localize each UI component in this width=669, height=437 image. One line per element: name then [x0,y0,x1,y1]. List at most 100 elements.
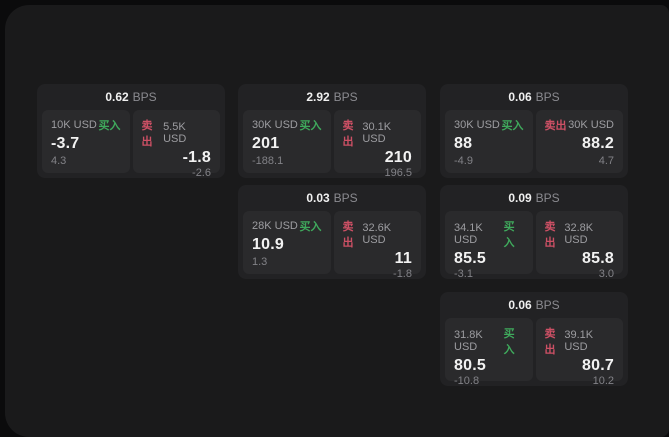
sell-label: 卖出 [342,120,354,148]
buy-cell-top: 10K USD 买入 [51,117,121,133]
quote-body: 30K USD 买入 88 -4.9 卖出 30K USD 88.2 4.7 [440,110,628,178]
buy-change: -10.8 [454,375,480,386]
sell-cell[interactable]: 卖出 32.8K USD 85.8 3.0 [535,211,623,279]
buy-amount: 10K USD [51,119,97,131]
buy-cell-top: 30K USD 买入 [454,117,524,133]
bps-header: 2.92 BPS [238,84,426,110]
bps-header: 0.06 BPS [440,292,628,318]
buy-price: -3.7 [51,135,80,152]
bps-header: 0.62 BPS [37,84,225,110]
bps-unit-label: BPS [535,298,560,312]
sell-change: -2.6 [192,167,211,178]
quote-body: 31.8K USD 买入 80.5 -10.8 卖出 39.1K USD 80.… [440,318,628,386]
sell-cell-top: 卖出 32.6K USD [343,218,413,250]
sell-change: 3.0 [598,268,614,279]
sell-label: 卖出 [342,221,354,249]
buy-cell[interactable]: 31.8K USD 买入 80.5 -10.8 [445,318,533,386]
quote-body: 30K USD 买入 201 -188.1 卖出 30.1K USD 210 1… [238,110,426,178]
sell-cell-top: 卖出 39.1K USD [545,325,615,357]
sell-change: 10.2 [592,375,614,386]
quote-card-5: 0.09 BPS 34.1K USD 买入 85.5 -3.1 卖出 32.8K… [440,185,628,279]
buy-label: 买入 [503,328,515,356]
sell-price: -1.8 [182,149,211,166]
quote-card-6: 0.06 BPS 31.8K USD 买入 80.5 -10.8 卖出 39.1… [440,292,628,386]
bps-unit-label: BPS [535,90,560,104]
quote-body: 10K USD 买入 -3.7 4.3 卖出 5.5K USD -1.8 -2.… [37,110,225,178]
bps-header: 0.09 BPS [440,185,628,211]
bps-value: 0.06 [508,298,532,312]
sell-cell-top: 卖出 32.8K USD [545,218,615,250]
buy-label: 买入 [98,120,121,132]
sell-cell[interactable]: 卖出 5.5K USD -1.8 -2.6 [132,110,220,178]
buy-label: 买入 [299,221,322,233]
buy-amount: 31.8K USD [454,329,483,353]
buy-cell-top: 28K USD 买入 [252,218,322,234]
sell-cell-top: 卖出 5.5K USD [142,117,212,149]
sell-price: 80.7 [582,357,614,374]
bps-unit-label: BPS [333,191,358,205]
bps-unit-label: BPS [333,90,358,104]
sell-cell-top: 卖出 30K USD [545,117,615,133]
buy-price: 10.9 [252,236,284,253]
buy-price: 85.5 [454,250,486,267]
buy-change: -3.1 [454,268,473,279]
sell-amount: 30.1K USD [362,121,392,145]
sell-label: 卖出 [544,120,567,132]
sell-label: 卖出 [544,221,556,249]
sell-price: 11 [394,250,412,267]
buy-price: 88 [454,135,473,152]
quote-card-3: 0.06 BPS 30K USD 买入 88 -4.9 卖出 30K USD 8… [440,84,628,178]
quote-body: 28K USD 买入 10.9 1.3 卖出 32.6K USD 11 -1.8 [238,211,426,279]
sell-price: 85.8 [582,250,614,267]
sell-change: -1.8 [393,268,412,279]
bps-value: 0.62 [105,90,129,104]
buy-amount: 28K USD [252,220,298,232]
bps-header: 0.03 BPS [238,185,426,211]
bps-value: 0.09 [508,191,532,205]
sell-cell[interactable]: 卖出 32.6K USD 11 -1.8 [333,211,421,279]
buy-price: 201 [252,135,280,152]
buy-label: 买入 [503,221,515,249]
buy-price: 80.5 [454,357,486,374]
sell-label: 卖出 [141,120,153,148]
sell-change: 196.5 [384,167,412,178]
buy-cell-top: 31.8K USD 买入 [454,325,524,357]
sell-cell[interactable]: 卖出 30K USD 88.2 4.7 [535,110,623,173]
buy-cell[interactable]: 10K USD 买入 -3.7 4.3 [42,110,130,173]
buy-change: -188.1 [252,155,284,167]
buy-label: 买入 [299,120,322,132]
sell-amount: 32.8K USD [564,222,594,246]
sell-amount: 5.5K USD [163,121,187,145]
buy-cell-top: 34.1K USD 买入 [454,218,524,250]
bps-value: 2.92 [306,90,330,104]
sell-cell[interactable]: 卖出 39.1K USD 80.7 10.2 [535,318,623,386]
bps-unit-label: BPS [132,90,157,104]
bps-value: 0.03 [306,191,330,205]
buy-amount: 30K USD [454,119,500,131]
sell-price: 88.2 [582,135,614,152]
buy-change: -4.9 [454,155,473,167]
sell-cell[interactable]: 卖出 30.1K USD 210 196.5 [333,110,421,178]
buy-change: 1.3 [252,256,268,268]
buy-cell[interactable]: 34.1K USD 买入 85.5 -3.1 [445,211,533,279]
buy-amount: 34.1K USD [454,222,483,246]
quote-body: 34.1K USD 买入 85.5 -3.1 卖出 32.8K USD 85.8… [440,211,628,279]
quote-card-2: 2.92 BPS 30K USD 买入 201 -188.1 卖出 30.1K … [238,84,426,178]
sell-price: 210 [384,149,412,166]
buy-cell[interactable]: 30K USD 买入 201 -188.1 [243,110,331,173]
buy-amount: 30K USD [252,119,298,131]
buy-cell[interactable]: 30K USD 买入 88 -4.9 [445,110,533,173]
bps-header: 0.06 BPS [440,84,628,110]
sell-label: 卖出 [544,328,556,356]
sell-amount: 30K USD [568,119,614,131]
sell-change: 4.7 [598,155,614,167]
sell-cell-top: 卖出 30.1K USD [343,117,413,149]
main-panel: 0.62 BPS 10K USD 买入 -3.7 4.3 卖出 5.5K USD… [5,5,669,437]
buy-cell[interactable]: 28K USD 买入 10.9 1.3 [243,211,331,274]
quote-card-1: 0.62 BPS 10K USD 买入 -3.7 4.3 卖出 5.5K USD… [37,84,225,178]
bps-unit-label: BPS [535,191,560,205]
sell-amount: 32.6K USD [362,222,392,246]
quote-card-4: 0.03 BPS 28K USD 买入 10.9 1.3 卖出 32.6K US… [238,185,426,279]
sell-amount: 39.1K USD [564,329,594,353]
buy-label: 买入 [501,120,524,132]
